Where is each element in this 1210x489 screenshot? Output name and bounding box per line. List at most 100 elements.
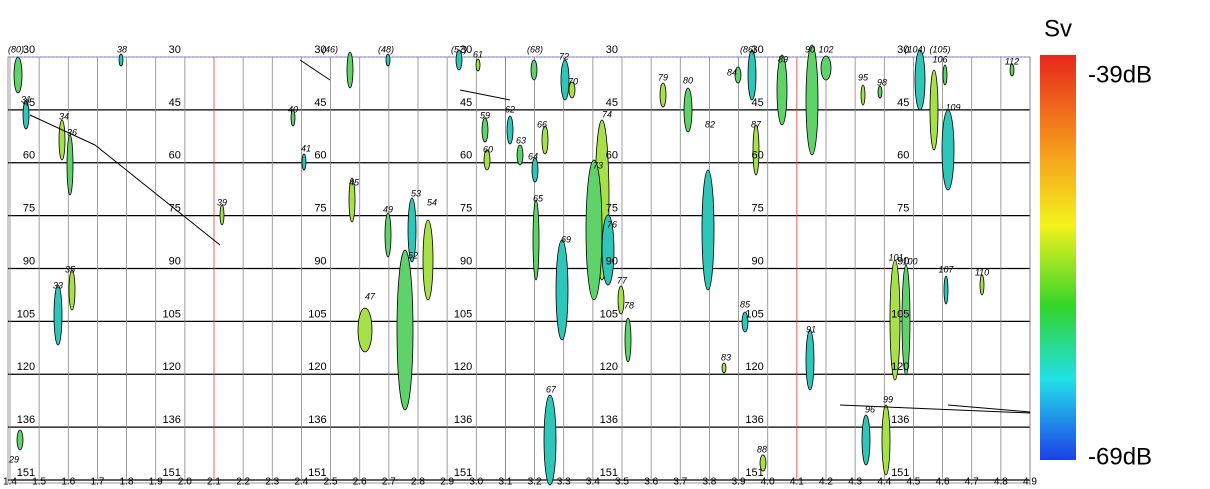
depth-label: 136 <box>600 414 618 426</box>
school-echo <box>748 50 756 100</box>
school-label: 112 <box>1005 56 1019 66</box>
x-tick-label: 4.9 <box>1023 477 1037 488</box>
school-echo <box>507 116 513 144</box>
depth-label: 136 <box>454 414 472 426</box>
depth-label: 60 <box>897 150 909 162</box>
depth-label: 30 <box>169 44 181 56</box>
school-label: 96 <box>865 404 875 414</box>
school-echo <box>915 50 925 110</box>
school-label: 49 <box>383 204 393 214</box>
school-label: 39 <box>217 197 227 207</box>
school-label: 100 <box>902 256 917 266</box>
depth-label: 105 <box>600 308 618 320</box>
school-echo <box>702 170 714 290</box>
depth-label: 151 <box>308 467 326 479</box>
school-echo <box>943 65 947 85</box>
color-bar <box>1040 55 1076 460</box>
depth-label: 75 <box>606 203 618 215</box>
school-label: 65 <box>533 193 544 203</box>
school-echo <box>358 308 372 352</box>
school-label: 59 <box>480 110 490 120</box>
school-label: (80) <box>8 44 24 54</box>
depth-label: 136 <box>17 414 35 426</box>
school-label: 84 <box>727 67 737 77</box>
school-echo <box>660 83 666 107</box>
school-echo <box>59 120 65 160</box>
color-bar-min: -69dB <box>1088 443 1152 470</box>
school-label: 60 <box>483 144 493 154</box>
school-label: 62 <box>505 104 515 114</box>
x-tick-label: 1.8 <box>120 477 134 488</box>
school-label: 29 <box>8 454 19 464</box>
x-tick-label: 2.2 <box>236 477 250 488</box>
depth-label: 151 <box>600 467 618 479</box>
depth-label: 151 <box>17 467 35 479</box>
school-label: 107 <box>938 264 954 274</box>
school-echo <box>14 57 22 93</box>
school-label: 70 <box>568 76 578 86</box>
x-tick-label: 4.2 <box>819 477 833 488</box>
school-echo <box>861 85 865 105</box>
school-label: 53 <box>411 188 421 198</box>
school-label: 102 <box>818 44 833 54</box>
school-label: 63 <box>516 135 526 145</box>
school-label: 61 <box>473 49 483 59</box>
school-label: (105) <box>929 44 950 54</box>
school-label: 99 <box>883 394 893 404</box>
school-echo <box>980 275 984 295</box>
depth-label: 90 <box>606 255 618 267</box>
depth-label: 120 <box>891 361 909 373</box>
school-echo <box>533 200 539 280</box>
school-echo <box>220 205 224 225</box>
school-label: 90 <box>805 44 815 54</box>
echogram-screen: 1.41.51.61.71.81.92.02.12.22.32.42.52.62… <box>0 0 1210 489</box>
school-echo <box>69 270 75 310</box>
depth-label: 120 <box>162 361 180 373</box>
school-echo <box>423 220 433 300</box>
x-tick-label: 3.3 <box>557 477 571 488</box>
school-echo <box>482 118 488 142</box>
depth-label: 90 <box>169 255 181 267</box>
depth-label: 105 <box>308 308 326 320</box>
school-echo <box>806 330 814 390</box>
school-echo <box>385 213 391 257</box>
school-echo <box>17 430 23 450</box>
school-echo <box>531 60 537 80</box>
depth-label: 120 <box>600 361 618 373</box>
depth-label: 151 <box>162 467 180 479</box>
x-tick-label: 3.6 <box>644 477 658 488</box>
school-label: 109 <box>945 102 960 112</box>
depth-label: 90 <box>314 255 326 267</box>
depth-label: 75 <box>460 203 472 215</box>
school-echo <box>882 405 890 475</box>
x-tick-label: 2.7 <box>382 477 396 488</box>
x-tick-label: 1.9 <box>149 477 163 488</box>
x-tick-label: 3.4 <box>586 477 600 488</box>
depth-label: 45 <box>314 97 326 109</box>
school-echo <box>54 285 62 345</box>
depth-label: 60 <box>169 150 181 162</box>
school-label: (68) <box>527 44 543 54</box>
school-label: 95 <box>858 72 869 82</box>
school-label: 41 <box>301 143 311 153</box>
color-bar-title: Sv <box>1044 15 1072 42</box>
school-label: 83 <box>721 352 731 362</box>
school-label: 66 <box>537 119 547 129</box>
school-label: 74 <box>602 109 612 119</box>
school-label: (48) <box>378 44 394 54</box>
x-tick-label: 4.3 <box>848 477 862 488</box>
school-label: (46) <box>322 44 338 54</box>
depth-label: 60 <box>606 150 618 162</box>
school-label: 69 <box>561 234 571 244</box>
depth-label: 136 <box>162 414 180 426</box>
school-label: 31 <box>21 94 31 104</box>
school-label: 52 <box>408 250 418 260</box>
school-echo <box>878 86 882 98</box>
depth-label: 120 <box>745 361 763 373</box>
school-echo <box>542 126 548 154</box>
x-tick-label: 3.9 <box>732 477 746 488</box>
x-tick-label: 4.1 <box>790 477 804 488</box>
depth-label: 136 <box>308 414 326 426</box>
school-label: 67 <box>546 384 557 394</box>
depth-label: 151 <box>745 467 763 479</box>
